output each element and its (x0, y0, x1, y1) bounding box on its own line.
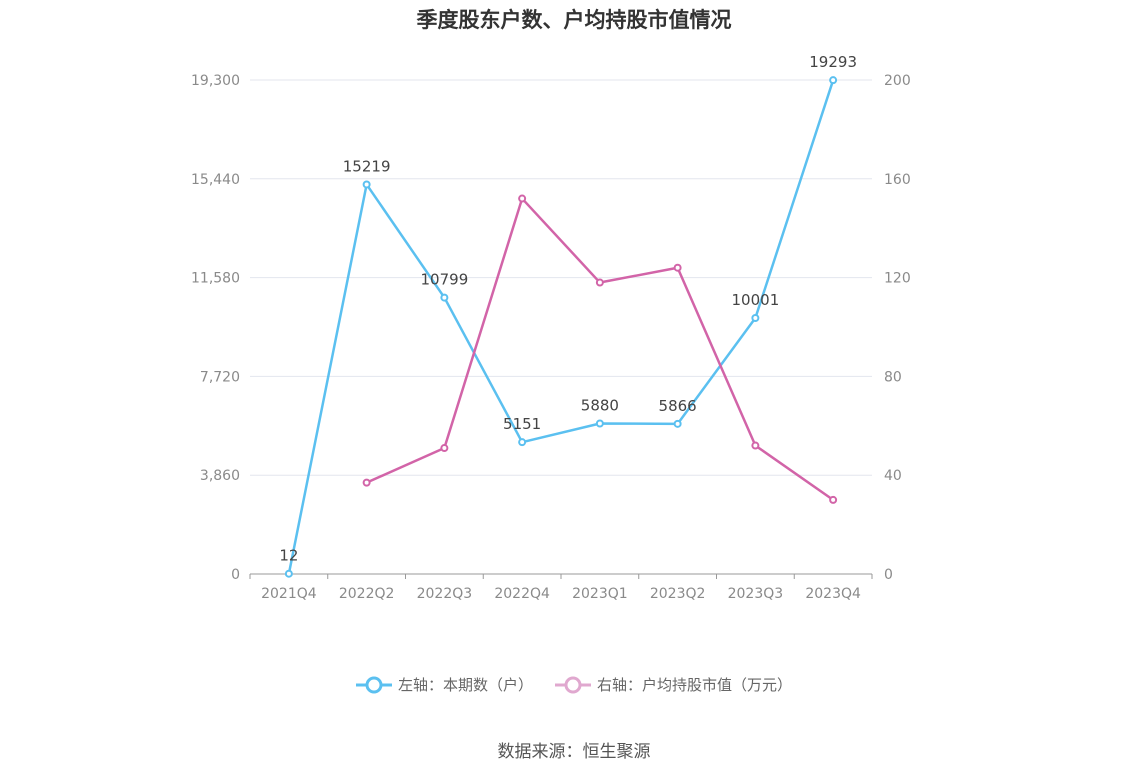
legend-item-right-series[interactable]: 右轴：户均持股市值（万元） (555, 674, 792, 695)
y-right-tick-label: 160 (884, 172, 911, 188)
x-tick-label: 2023Q4 (805, 586, 861, 602)
data-label: 10799 (421, 271, 469, 289)
legend-item-left-series[interactable]: 左轴：本期数（户） (356, 674, 533, 695)
data-label: 5880 (581, 396, 619, 414)
data-label: 15219 (343, 157, 391, 175)
left-series-point (830, 77, 836, 83)
y-left-tick-label: 15,440 (191, 172, 240, 188)
legend-label-right: 右轴：户均持股市值（万元） (597, 674, 792, 695)
data-label: 5866 (659, 397, 697, 415)
x-tick-label: 2023Q2 (650, 586, 706, 602)
x-tick-label: 2023Q3 (728, 586, 784, 602)
legend-label-left: 左轴：本期数（户） (398, 674, 533, 695)
x-tick-label: 2022Q2 (339, 586, 395, 602)
y-left-tick-label: 19,300 (191, 73, 240, 89)
y-right-tick-label: 120 (884, 271, 911, 287)
y-left-tick-label: 0 (231, 567, 240, 583)
data-label: 10001 (732, 291, 780, 309)
right-series-point (364, 480, 370, 486)
y-right-tick-label: 0 (884, 567, 893, 583)
left-series-line (289, 80, 833, 574)
y-left-tick-label: 3,860 (200, 468, 240, 484)
right-series-line (367, 199, 834, 500)
data-label: 19293 (809, 53, 857, 71)
y-right-tick-label: 200 (884, 73, 911, 89)
legend: 左轴：本期数（户） 右轴：户均持股市值（万元） (0, 674, 1148, 695)
data-source: 数据来源：恒生聚源 (0, 737, 1148, 762)
left-series-point (441, 295, 447, 301)
y-right-tick-label: 40 (884, 468, 902, 484)
left-series-point (286, 571, 292, 577)
left-series-point (597, 420, 603, 426)
legend-swatch-left-icon (356, 675, 392, 695)
right-series-point (675, 265, 681, 271)
left-series-point (519, 439, 525, 445)
right-series-point (830, 497, 836, 503)
left-series-point (364, 181, 370, 187)
data-label: 12 (279, 547, 298, 565)
right-series-point (441, 445, 447, 451)
right-series-point (519, 196, 525, 202)
left-series-point (752, 315, 758, 321)
chart-canvas: 0 3,860 7,720 11,580 15,440 19,300 0 40 80 120 160… (0, 0, 1148, 660)
x-tick-label: 2023Q1 (572, 586, 628, 602)
x-tick-label: 2021Q4 (261, 586, 317, 602)
data-label: 5151 (503, 415, 541, 433)
x-tick-label: 2022Q4 (494, 586, 550, 602)
legend-swatch-right-icon (555, 675, 591, 695)
y-right-tick-label: 80 (884, 369, 902, 385)
right-series-point (752, 443, 758, 449)
right-series-point (597, 280, 603, 286)
y-left-tick-label: 11,580 (191, 271, 240, 287)
x-tick-label: 2022Q3 (417, 586, 473, 602)
y-left-tick-label: 7,720 (200, 369, 240, 385)
left-series-point (675, 421, 681, 427)
